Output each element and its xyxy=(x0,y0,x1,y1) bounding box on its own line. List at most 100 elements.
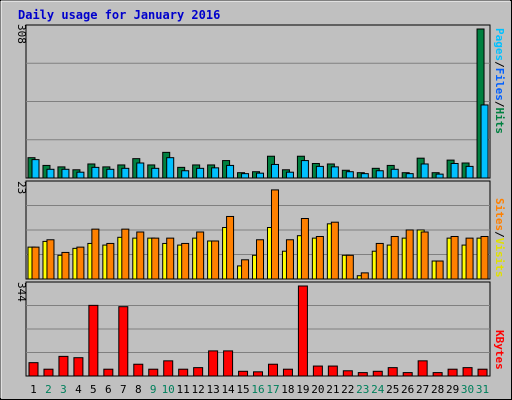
sites-bar xyxy=(76,246,85,280)
x-tick-label: 19 xyxy=(296,383,309,396)
kbytes-bar xyxy=(282,368,293,377)
sites-bar xyxy=(360,272,369,280)
sites-bar xyxy=(345,254,354,280)
x-tick-label: 23 xyxy=(356,383,369,396)
x-tick-label: 7 xyxy=(120,383,127,396)
x-tick-label: 27 xyxy=(416,383,429,396)
x-tick-label: 22 xyxy=(341,383,354,396)
files-bar xyxy=(241,173,250,179)
files-bar xyxy=(196,167,205,179)
files-bar xyxy=(136,162,145,179)
x-tick-label: 8 xyxy=(135,383,142,396)
visits-panel-max-label: 23 xyxy=(15,181,28,194)
sites-bar xyxy=(31,246,40,280)
kbytes-bar xyxy=(372,370,383,377)
x-axis-labels: 1 2 3 4 5 6 7 8 9 10 11 12 13 14 15 16 17 18 19 20 21 22 23 24 2… xyxy=(30,383,489,396)
chart-title: Daily usage for January 2016 xyxy=(18,8,220,22)
x-tick-label: 6 xyxy=(105,383,112,396)
sites-bar xyxy=(285,239,294,280)
sites-bar xyxy=(375,242,384,280)
files-bar xyxy=(300,160,309,179)
x-tick-label: 29 xyxy=(446,383,459,396)
x-tick-label: 12 xyxy=(192,383,205,396)
x-tick-label: 9 xyxy=(150,383,157,396)
x-tick-label: 5 xyxy=(90,383,97,396)
sites-bar xyxy=(315,235,324,280)
files-bar xyxy=(330,166,339,179)
files-bar xyxy=(91,166,100,179)
legend-sites: Sites xyxy=(493,198,506,231)
x-tick-label: 14 xyxy=(221,383,235,396)
x-tick-label: 28 xyxy=(431,383,444,396)
sites-bar xyxy=(211,240,220,280)
kbytes-bar xyxy=(28,362,39,377)
kbytes-bar xyxy=(253,371,264,377)
legend-kbytes: KBytes xyxy=(493,330,506,370)
sites-bar xyxy=(390,235,399,280)
kbytes-bar xyxy=(163,360,174,377)
x-tick-label: 20 xyxy=(311,383,324,396)
sites-bar xyxy=(270,189,279,280)
files-bar xyxy=(106,168,115,179)
legend-sep-3: / xyxy=(493,231,506,238)
sites-bar xyxy=(300,218,309,280)
kbytes-bar xyxy=(73,357,84,377)
files-bar xyxy=(375,170,384,179)
x-tick-label: 17 xyxy=(266,383,279,396)
kbytes-bar xyxy=(223,350,234,377)
x-tick-label: 10 xyxy=(162,383,175,396)
x-tick-label: 2 xyxy=(45,383,52,396)
kbytes-bar xyxy=(312,365,323,377)
kbytes-bar xyxy=(88,304,99,377)
sites-bar xyxy=(480,235,489,280)
x-tick-label: 4 xyxy=(75,383,82,396)
files-bar xyxy=(285,171,294,179)
legend-visits: Visits xyxy=(493,238,506,278)
x-tick-label: 16 xyxy=(251,383,264,396)
sites-bar xyxy=(61,251,70,280)
files-bar xyxy=(450,162,459,179)
files-bar xyxy=(315,165,324,179)
x-tick-label: 24 xyxy=(371,383,385,396)
sites-bar xyxy=(241,259,250,280)
svg-text:Pages/Files/Hits: Pages/Files/Hits xyxy=(493,28,506,134)
x-tick-label: 26 xyxy=(401,383,414,396)
files-bar xyxy=(31,159,40,179)
kbytes-bar xyxy=(267,363,278,377)
bars-group xyxy=(27,28,489,377)
x-tick-label: 15 xyxy=(236,383,249,396)
files-bar xyxy=(435,173,444,179)
x-tick-label: 18 xyxy=(281,383,294,396)
x-tick-label: 25 xyxy=(386,383,399,396)
sites-bar xyxy=(136,231,145,280)
sites-bar xyxy=(46,239,55,280)
kbytes-panel-max-label: 344 xyxy=(15,282,28,302)
sites-bar xyxy=(256,239,265,280)
files-bar xyxy=(420,163,429,179)
files-bar xyxy=(181,170,190,179)
files-bar xyxy=(226,164,235,179)
legend-sep-2: / xyxy=(493,101,506,108)
files-bar xyxy=(390,168,399,179)
x-tick-label: 13 xyxy=(206,383,219,396)
x-tick-label: 31 xyxy=(476,383,489,396)
files-bar xyxy=(465,165,474,179)
files-bar xyxy=(76,171,85,179)
files-bar xyxy=(166,157,175,179)
kbytes-bar xyxy=(43,368,54,377)
kbytes-bar xyxy=(103,368,114,377)
kbytes-bar xyxy=(402,372,413,377)
kbytes-bar xyxy=(432,372,443,377)
x-tick-label: 11 xyxy=(177,383,190,396)
kbytes-bar xyxy=(297,285,308,377)
x-tick-label: 21 xyxy=(326,383,339,396)
kbytes-bar xyxy=(193,367,204,377)
files-bar xyxy=(345,171,354,179)
svg-text:KBytes: KBytes xyxy=(493,330,506,370)
visits-panel-legend: Sites/Visits xyxy=(493,198,506,278)
legend-pages: Pages xyxy=(493,28,506,61)
x-tick-label: 1 xyxy=(30,383,37,396)
sites-bar xyxy=(166,237,175,280)
sites-bar xyxy=(181,242,190,280)
